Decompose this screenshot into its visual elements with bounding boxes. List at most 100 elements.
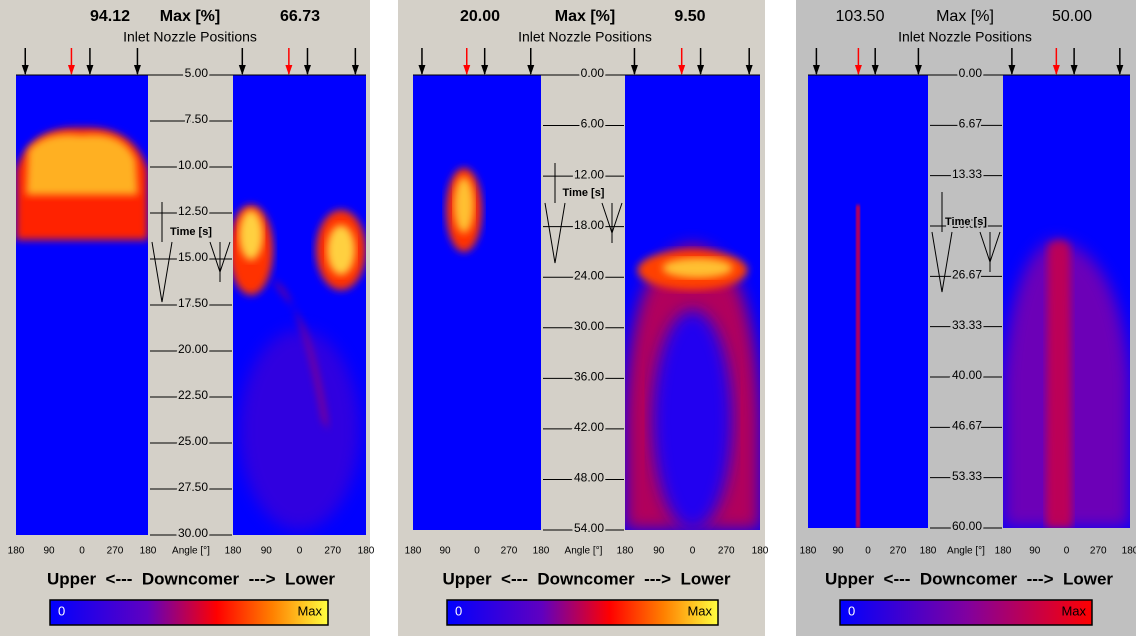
heat-pattern	[16, 127, 366, 530]
colorbar-max: Max	[1061, 603, 1086, 618]
angle-tick-label: 180	[8, 546, 25, 557]
panel: 94.12 Max [%] 66.73 Inlet Nozzle Positions 5…	[0, 0, 375, 636]
angle-tick-label: 90	[261, 546, 273, 557]
nozzle-arrow-head	[630, 65, 638, 75]
max-upper: 94.12	[90, 8, 130, 25]
angle-tick-label: 270	[1090, 546, 1107, 557]
subtitle: Inlet Nozzle Positions	[123, 29, 257, 45]
angle-tick-label: 90	[1029, 546, 1041, 557]
colorbar-min: 0	[848, 603, 855, 618]
nozzle-arrow-head	[1116, 65, 1124, 75]
panel: 103.50 Max [%] 50.00 Inlet Nozzle Positions…	[796, 0, 1136, 636]
angle-tick-label: 0	[865, 546, 871, 557]
panel: 20.00 Max [%] 9.50 Inlet Nozzle Positions 0.…	[398, 0, 769, 636]
nozzle-arrow-head	[86, 65, 94, 75]
nozzle-arrow-head	[67, 65, 75, 75]
time-tick-label: 48.00	[574, 471, 604, 485]
heat-core	[662, 258, 733, 278]
time-tick-label: 17.50	[178, 296, 208, 310]
angle-tick-label: 270	[107, 546, 124, 557]
max-label: Max [%]	[555, 8, 615, 25]
time-tick-label: 18.00	[574, 218, 604, 232]
nozzle-arrow-head	[745, 65, 753, 75]
angle-tick-label: 0	[297, 546, 303, 557]
nozzle-arrow-head	[481, 65, 489, 75]
heat-pattern	[856, 205, 1130, 528]
max-lower: 66.73	[280, 8, 320, 25]
colorbar	[446, 599, 719, 626]
angle-tick-label: 180	[800, 546, 817, 557]
angle-label: Angle [°]	[565, 546, 603, 557]
time-tick-label: 20.00	[952, 217, 982, 231]
angle-tick-label: 270	[718, 546, 735, 557]
caption: Upper <--- Downcomer ---> Lower	[442, 569, 730, 588]
nozzle-arrow-head	[527, 65, 535, 75]
time-tick-label: 42.00	[574, 420, 604, 434]
nozzle-arrow-head	[871, 65, 879, 75]
heat-core	[26, 134, 138, 195]
time-tick-label: 5.00	[185, 66, 209, 80]
time-tick-label: 25.00	[178, 434, 208, 448]
angle-tick-label: 180	[1122, 546, 1136, 557]
subtitle: Inlet Nozzle Positions	[518, 29, 652, 45]
angle-tick-label: 90	[43, 546, 55, 557]
nozzle-arrow-head	[1070, 65, 1078, 75]
time-label: Time [s]	[563, 187, 605, 199]
max-upper: 103.50	[836, 8, 885, 25]
nozzle-arrow-head	[351, 65, 359, 75]
nozzle-arrow-head	[678, 65, 686, 75]
time-tick-label: 6.67	[959, 117, 983, 131]
colorbar-min: 0	[455, 603, 462, 618]
angle-tick-label: 180	[405, 546, 422, 557]
time-tick-label: 10.00	[178, 158, 208, 172]
time-tick-label: 60.00	[952, 519, 982, 533]
heatmap-upper	[808, 75, 928, 528]
angle-tick-label: 180	[225, 546, 242, 557]
time-tick-label: 30.00	[574, 319, 604, 333]
time-tick-label: 13.33	[952, 167, 982, 181]
colorbar-max: Max	[297, 603, 322, 618]
time-tick-label: 36.00	[574, 370, 604, 384]
angle-label: Angle [°]	[947, 546, 985, 557]
nozzle-arrow-head	[1052, 65, 1060, 75]
angle-tick-label: 0	[474, 546, 480, 557]
nozzle-arrow-head	[285, 65, 293, 75]
max-label: Max [%]	[160, 8, 220, 25]
time-tick-label: 24.00	[574, 268, 604, 282]
subtitle: Inlet Nozzle Positions	[898, 29, 1032, 45]
angle-tick-label: 180	[995, 546, 1012, 557]
time-tick-label: 0.00	[959, 66, 983, 80]
nozzle-arrow-head	[854, 65, 862, 75]
angle-tick-label: 180	[533, 546, 550, 557]
nozzle-arrow-head	[463, 65, 471, 75]
time-arrows	[544, 163, 623, 264]
angle-tick-label: 90	[832, 546, 844, 557]
time-tick-label: 54.00	[574, 521, 604, 535]
time-tick-label: 0.00	[581, 66, 605, 80]
angle-tick-label: 270	[324, 546, 341, 557]
angle-tick-label: 0	[1064, 546, 1070, 557]
colorbar-max: Max	[687, 603, 712, 618]
time-tick-label: 40.00	[952, 368, 982, 382]
angle-tick-label: 270	[890, 546, 907, 557]
time-label: Time [s]	[170, 226, 212, 238]
colorbar	[839, 599, 1093, 626]
angle-tick-label: 180	[358, 546, 375, 557]
max-lower: 9.50	[674, 8, 705, 25]
caption: Upper <--- Downcomer ---> Lower	[825, 569, 1113, 588]
nozzle-arrow-head	[303, 65, 311, 75]
heat-pattern	[446, 168, 760, 530]
heatmap-upper	[413, 75, 541, 530]
time-tick-label: 22.50	[178, 388, 208, 402]
angle-tick-label: 90	[653, 546, 665, 557]
angle-tick-label: 180	[752, 546, 769, 557]
heat-blob	[239, 210, 263, 260]
angle-tick-label: 0	[79, 546, 85, 557]
heat-hole	[652, 310, 733, 530]
colorbar	[49, 599, 329, 626]
time-tick-label: 53.33	[952, 469, 982, 483]
time-tick-label: 20.00	[178, 342, 208, 356]
angle-tick-label: 0	[690, 546, 696, 557]
